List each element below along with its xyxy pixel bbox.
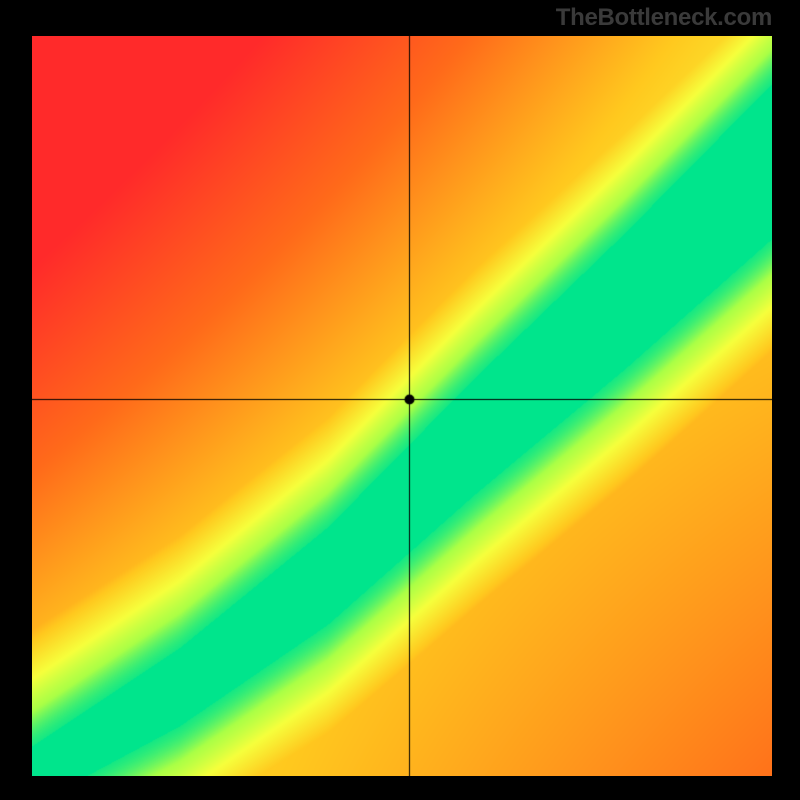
chart-container: TheBottleneck.com	[0, 0, 800, 800]
watermark-label: TheBottleneck.com	[556, 4, 772, 32]
heatmap-canvas	[32, 36, 772, 776]
heatmap-plot	[32, 36, 772, 776]
